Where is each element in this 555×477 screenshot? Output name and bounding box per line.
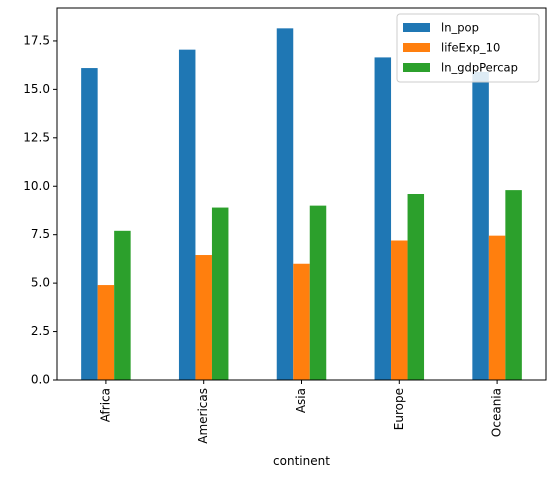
y-tick-label: 10.0	[23, 179, 50, 193]
legend-frame	[396, 13, 540, 83]
x-tick-label: Europe	[392, 388, 406, 430]
y-axis: 0.0 2.5 5.0 7.5 10.0 12.5 15.0 17.5	[23, 33, 57, 387]
bar-lifeExp_10-africa	[97, 285, 115, 380]
legend-swatch-ln_gdpPercap	[403, 63, 430, 72]
legend: ln_pop lifeExp_10 ln_gdpPercap	[396, 13, 540, 83]
y-tick-label: 2.5	[31, 324, 50, 338]
y-tick-label: 0.0	[31, 373, 50, 387]
x-axis-label: continent	[273, 454, 330, 468]
y-tick-label: 15.0	[23, 82, 50, 96]
bar-lifeExp_10-asia	[293, 263, 310, 380]
legend-label-lifeExp_10: lifeExp_10	[441, 41, 500, 55]
x-axis: Africa Americas Asia Europe Oceania	[98, 380, 504, 444]
bar-ln_pop-americas	[178, 49, 196, 380]
x-tick-label: Oceania	[490, 388, 504, 437]
y-tick-label: 5.0	[31, 276, 50, 290]
bar-ln_gdpPercap-americas	[211, 207, 229, 380]
x-tick-label: Africa	[98, 388, 112, 422]
x-tick-label: Americas	[196, 388, 210, 444]
bar-lifeExp_10-europe	[391, 240, 408, 380]
y-tick-label: 7.5	[31, 227, 50, 241]
bar-ln_gdpPercap-europe	[407, 194, 425, 380]
bars-group	[81, 28, 522, 381]
legend-swatch-lifeExp_10	[403, 43, 430, 52]
bar-lifeExp_10-americas	[195, 255, 212, 380]
legend-swatch-ln_pop	[403, 23, 430, 32]
legend-label-ln_gdpPercap: ln_gdpPercap	[441, 61, 518, 75]
bar-ln_pop-asia	[276, 28, 294, 381]
y-tick-label: 17.5	[23, 33, 50, 47]
legend-label-ln_pop: ln_pop	[441, 21, 479, 35]
bar-ln_gdpPercap-oceania	[505, 190, 522, 380]
bar-ln_pop-europe	[374, 57, 392, 380]
y-tick-label: 12.5	[23, 130, 50, 144]
x-tick-label: Asia	[294, 388, 308, 413]
bar-ln_gdpPercap-asia	[309, 205, 327, 381]
bar-ln_gdpPercap-africa	[114, 230, 131, 380]
bar-ln_pop-oceania	[472, 71, 489, 380]
bar-lifeExp_10-oceania	[488, 235, 506, 380]
bar-ln_pop-africa	[81, 68, 98, 380]
